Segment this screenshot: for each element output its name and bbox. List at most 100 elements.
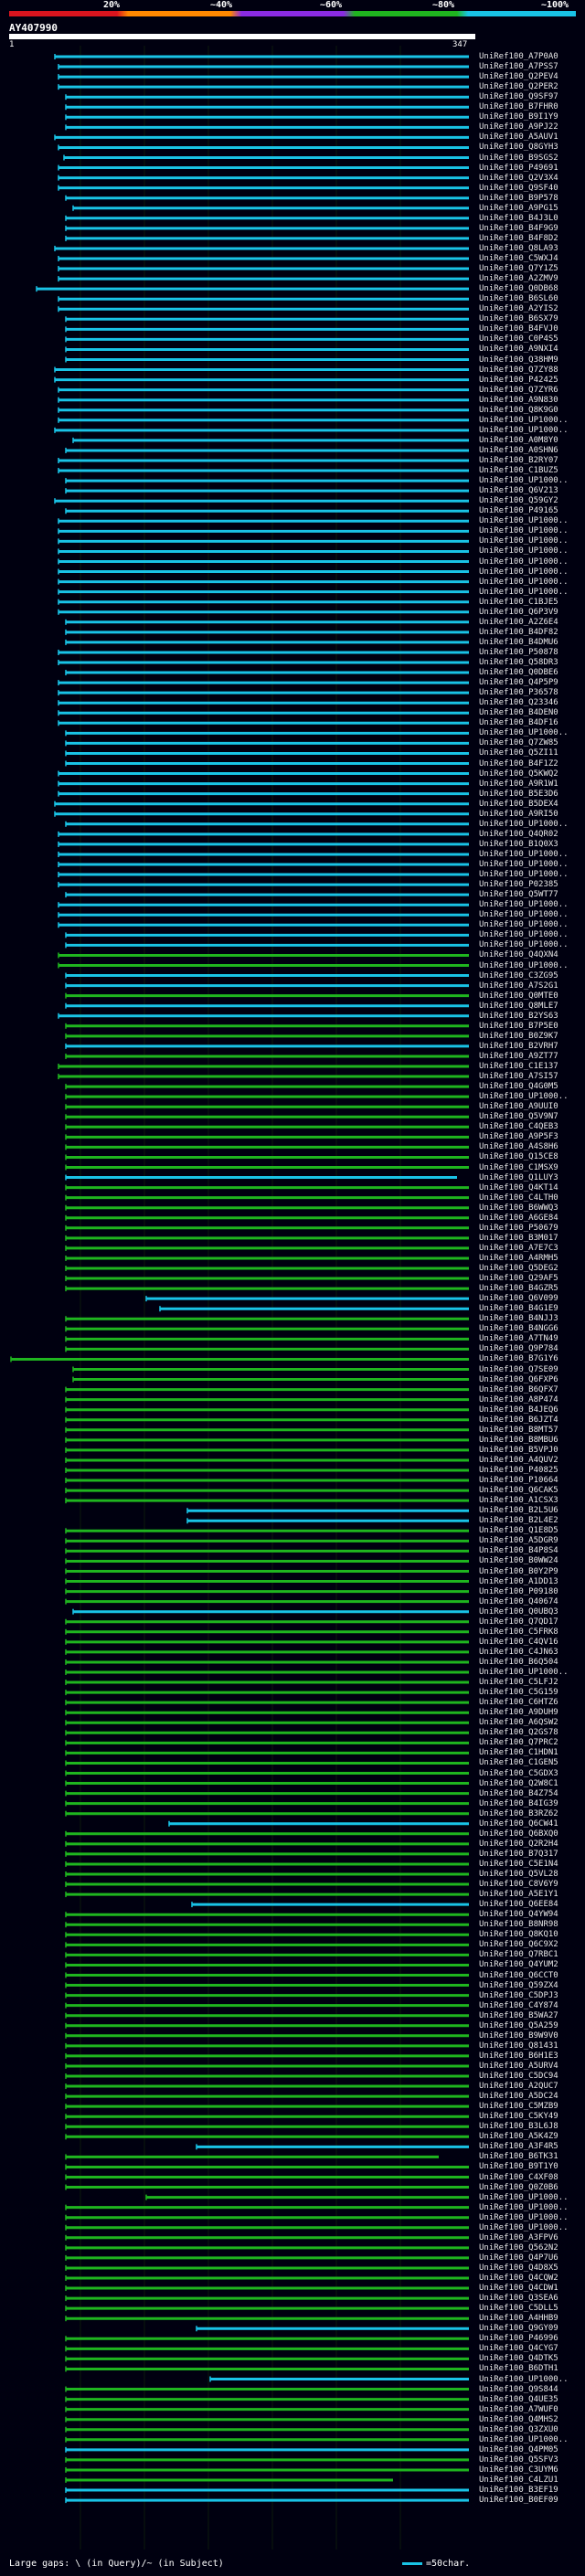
hit-label[interactable]: UniRef100_Q29AF5 [479, 1274, 558, 1284]
hit-label[interactable]: UniRef100_Q4CYG7 [479, 2344, 558, 2354]
hit-label[interactable]: UniRef100_Q6V099 [479, 1294, 558, 1304]
hit-label[interactable]: UniRef100_A5K4Z9 [479, 2132, 558, 2142]
hit-label[interactable]: UniRef100_C1BUZ5 [479, 466, 558, 476]
hit-label[interactable]: UniRef100_Q6CAK5 [479, 1486, 558, 1496]
hit-label[interactable]: UniRef100_A1DD13 [479, 1576, 558, 1586]
hit-label[interactable]: UniRef100_B4J3L0 [479, 213, 558, 223]
hit-label[interactable]: UniRef100_B9W9V0 [479, 2030, 558, 2041]
hit-label[interactable]: UniRef100_UP1000.. [479, 567, 569, 577]
hit-label[interactable]: UniRef100_B8MBU6 [479, 1435, 558, 1445]
hit-label[interactable]: UniRef100_Q4CDW1 [479, 2284, 558, 2294]
hit-label[interactable]: UniRef100_Q1LUY3 [479, 1172, 558, 1182]
hit-label[interactable]: UniRef100_A9NXI4 [479, 345, 558, 355]
hit-label[interactable]: UniRef100_B9SGS2 [479, 153, 558, 163]
hit-label[interactable]: UniRef100_Q8K9G0 [479, 405, 558, 415]
hit-label[interactable]: UniRef100_Q7ZY88 [479, 365, 558, 375]
hit-label[interactable]: UniRef100_B6JZT4 [479, 1415, 558, 1425]
hit-label[interactable]: UniRef100_Q5ZI11 [479, 748, 558, 758]
hit-label[interactable]: UniRef100_B7Q317 [479, 1849, 558, 1859]
hit-label[interactable]: UniRef100_B8MT57 [479, 1425, 558, 1435]
hit-label[interactable]: UniRef100_B3RZ62 [479, 1808, 558, 1818]
hit-label[interactable]: UniRef100_UP1000.. [479, 960, 569, 970]
hit-label[interactable]: UniRef100_C4LZU1 [479, 2475, 558, 2485]
hit-label[interactable]: UniRef100_B6H1E3 [479, 2051, 558, 2061]
hit-label[interactable]: UniRef100_UP1000.. [479, 557, 569, 567]
hit-label[interactable]: UniRef100_C5DLL5 [479, 2304, 558, 2314]
hit-label[interactable]: UniRef100_B0Y2P9 [479, 1566, 558, 1576]
hit-label[interactable]: UniRef100_Q9GY09 [479, 2324, 558, 2334]
hit-label[interactable]: UniRef100_B4IG39 [479, 1798, 558, 1808]
hit-label[interactable]: UniRef100_B6WWQ3 [479, 1203, 558, 1213]
hit-label[interactable]: UniRef100_Q7SE09 [479, 1364, 558, 1374]
hit-label[interactable]: UniRef100_UP1000.. [479, 425, 569, 435]
hit-label[interactable]: UniRef100_UP1000.. [479, 2374, 569, 2384]
hit-label[interactable]: UniRef100_C5KY49 [479, 2112, 558, 2122]
hit-label[interactable]: UniRef100_Q7QD17 [479, 1617, 558, 1627]
hit-label[interactable]: UniRef100_Q4KT14 [479, 1182, 558, 1193]
hit-label[interactable]: UniRef100_B5DEX4 [479, 799, 558, 809]
hit-label[interactable]: UniRef100_A5AUV1 [479, 133, 558, 143]
hit-label[interactable]: UniRef100_A7E7C3 [479, 1243, 558, 1253]
hit-label[interactable]: UniRef100_B2L5U6 [479, 1506, 558, 1516]
hit-label[interactable]: UniRef100_B5E3D6 [479, 789, 558, 799]
hit-label[interactable]: UniRef100_Q3ZXU0 [479, 2424, 558, 2434]
hit-label[interactable]: UniRef100_C5DPJ3 [479, 1990, 558, 2000]
hit-label[interactable]: UniRef100_A1CSX3 [479, 1496, 558, 1506]
hit-label[interactable]: UniRef100_P02385 [479, 880, 558, 890]
hit-label[interactable]: UniRef100_B4G1E9 [479, 1304, 558, 1314]
hit-label[interactable]: UniRef100_Q6CCT0 [479, 1970, 558, 1980]
hit-label[interactable]: UniRef100_Q0UBQ3 [479, 1606, 558, 1617]
hit-label[interactable]: UniRef100_B4DEN0 [479, 708, 558, 718]
hit-label[interactable]: UniRef100_Q7Y1Z5 [479, 264, 558, 274]
hit-label[interactable]: UniRef100_UP1000.. [479, 819, 569, 829]
hit-label[interactable]: UniRef100_A4QUV2 [479, 1455, 558, 1465]
hit-label[interactable]: UniRef100_A2QUC7 [479, 2082, 558, 2092]
hit-label[interactable]: UniRef100_C5DC94 [479, 2072, 558, 2081]
hit-label[interactable]: UniRef100_Q8LA93 [479, 243, 558, 253]
hit-label[interactable]: UniRef100_B4DF82 [479, 627, 558, 637]
hit-label[interactable]: UniRef100_C3UYM6 [479, 2465, 558, 2475]
hit-label[interactable]: UniRef100_A4RMH5 [479, 1253, 558, 1263]
hit-label[interactable]: UniRef100_Q0DBE6 [479, 668, 558, 678]
hit-label[interactable]: UniRef100_Q4YUM2 [479, 1960, 558, 1970]
hit-label[interactable]: UniRef100_C3ZG95 [479, 970, 558, 981]
hit-label[interactable]: UniRef100_C5G159 [479, 1688, 558, 1698]
hit-label[interactable]: UniRef100_B6SL60 [479, 294, 558, 304]
hit-label[interactable]: UniRef100_Q59GY2 [479, 496, 558, 506]
hit-label[interactable]: UniRef100_Q7ZW85 [479, 738, 558, 748]
hit-label[interactable]: UniRef100_UP1000.. [479, 476, 569, 486]
hit-label[interactable]: UniRef100_B4GZR5 [479, 1284, 558, 1294]
hit-label[interactable]: UniRef100_A2Z6E4 [479, 617, 558, 627]
hit-label[interactable]: UniRef100_B4JEQ6 [479, 1405, 558, 1415]
hit-label[interactable]: UniRef100_Q6C9X2 [479, 1940, 558, 1950]
hit-label[interactable]: UniRef100_B7G1Y6 [479, 1354, 558, 1364]
hit-label[interactable]: UniRef100_B6Q504 [479, 1657, 558, 1667]
hit-label[interactable]: UniRef100_Q4UE35 [479, 2394, 558, 2404]
hit-label[interactable]: UniRef100_Q0Z0B6 [479, 2182, 558, 2192]
hit-label[interactable]: UniRef100_Q9S844 [479, 2384, 558, 2394]
hit-label[interactable]: UniRef100_P49691 [479, 163, 558, 173]
hit-label[interactable]: UniRef100_P50679 [479, 1223, 558, 1233]
hit-label[interactable]: UniRef100_C1HDN1 [479, 1748, 558, 1758]
hit-label[interactable]: UniRef100_B2RY07 [479, 456, 558, 465]
hit-label[interactable]: UniRef100_A3FPV6 [479, 2232, 558, 2242]
hit-label[interactable]: UniRef100_Q15CE8 [479, 1152, 558, 1162]
hit-label[interactable]: UniRef100_A9RI50 [479, 809, 558, 819]
hit-label[interactable]: UniRef100_B7P5E0 [479, 1021, 558, 1031]
hit-label[interactable]: UniRef100_Q7ZYR6 [479, 385, 558, 395]
hit-label[interactable]: UniRef100_A3F4R5 [479, 2142, 558, 2152]
hit-label[interactable]: UniRef100_Q5A259 [479, 2020, 558, 2030]
hit-label[interactable]: UniRef100_B2YS63 [479, 1011, 558, 1021]
hit-label[interactable]: UniRef100_UP1000.. [479, 587, 569, 597]
hit-label[interactable]: UniRef100_P46996 [479, 2334, 558, 2344]
hit-label[interactable]: UniRef100_UP1000.. [479, 2434, 569, 2444]
hit-label[interactable]: UniRef100_UP1000.. [479, 930, 569, 940]
hit-label[interactable]: UniRef100_B6SX79 [479, 314, 558, 324]
hit-label[interactable]: UniRef100_Q8KQ10 [479, 1930, 558, 1940]
hit-label[interactable]: UniRef100_C0P4S5 [479, 334, 558, 345]
hit-label[interactable]: UniRef100_B9P578 [479, 193, 558, 203]
hit-label[interactable]: UniRef100_Q6EE84 [479, 1900, 558, 1910]
hit-label[interactable]: UniRef100_A7WUF0 [479, 2404, 558, 2414]
hit-label[interactable]: UniRef100_P09180 [479, 1586, 558, 1596]
hit-label[interactable]: UniRef100_UP1000.. [479, 546, 569, 557]
